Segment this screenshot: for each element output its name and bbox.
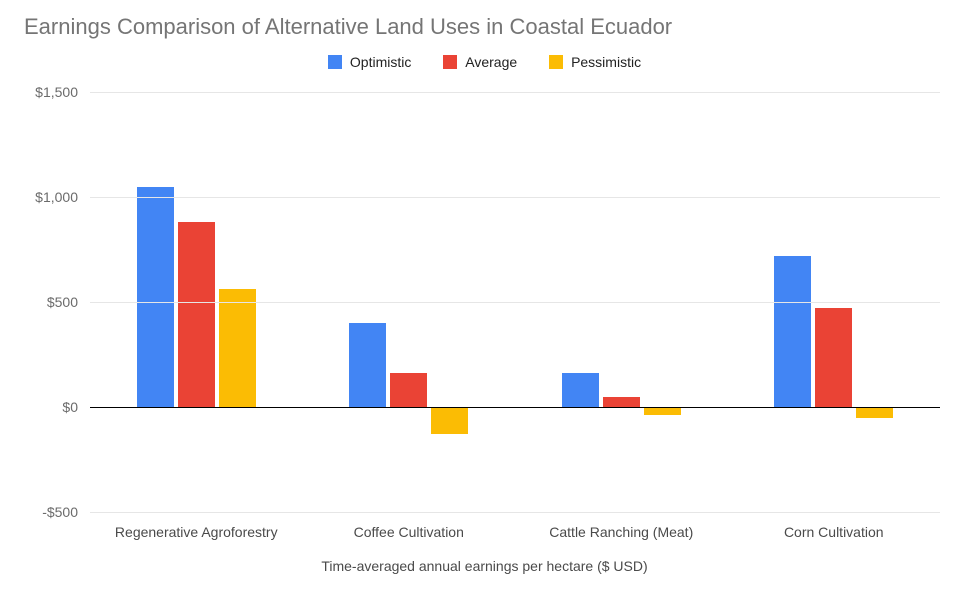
y-tick-label: -$500 [42,504,90,520]
y-tick-label: $1,500 [35,84,90,100]
legend-item-optimistic: Optimistic [328,54,411,70]
bar [856,407,893,418]
chart-container: Earnings Comparison of Alternative Land … [0,0,969,597]
plot-area: -$500$0$500$1,000$1,500Regenerative Agro… [90,92,940,512]
gridline [90,92,940,93]
bar [603,397,640,408]
bar [815,308,852,407]
bar [178,222,215,407]
gridline [90,197,940,198]
category-label: Regenerative Agroforestry [115,512,278,540]
legend-label-optimistic: Optimistic [350,54,411,70]
bar [349,323,386,407]
y-tick-label: $1,000 [35,189,90,205]
y-tick-label: $0 [62,399,90,415]
category-label: Cattle Ranching (Meat) [549,512,693,540]
chart-title: Earnings Comparison of Alternative Land … [24,14,672,40]
gridline [90,302,940,303]
legend-label-average: Average [465,54,517,70]
bar [219,289,256,407]
legend-swatch-average [443,55,457,69]
bar [390,373,427,407]
legend-item-pessimistic: Pessimistic [549,54,641,70]
bar [774,256,811,407]
legend-label-pessimistic: Pessimistic [571,54,641,70]
legend: Optimistic Average Pessimistic [0,54,969,72]
bar [137,187,174,408]
legend-item-average: Average [443,54,517,70]
legend-swatch-pessimistic [549,55,563,69]
category-label: Coffee Cultivation [354,512,464,540]
bar [562,373,599,407]
legend-swatch-optimistic [328,55,342,69]
bar [644,407,681,415]
category-label: Corn Cultivation [784,512,884,540]
x-axis-title: Time-averaged annual earnings per hectar… [0,558,969,574]
bar [431,407,468,434]
y-tick-label: $500 [47,294,90,310]
zero-line [90,407,940,408]
